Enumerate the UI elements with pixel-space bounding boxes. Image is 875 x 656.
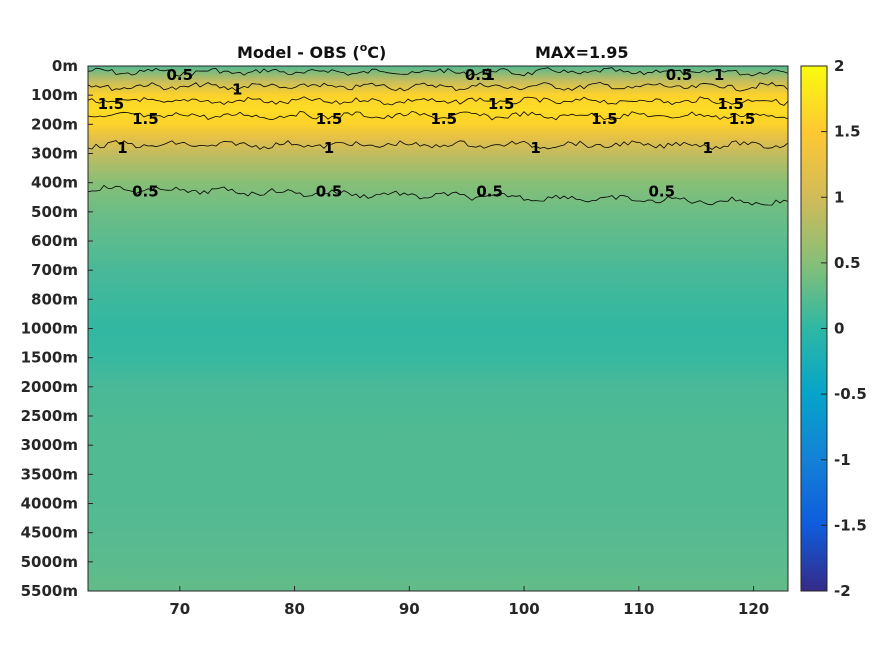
y-tick-label: 700m [31, 261, 78, 279]
y-tick-label: 300m [31, 145, 78, 163]
contour-label: 1.5 [430, 110, 457, 128]
contour-label: 1 [530, 139, 540, 157]
contour-label: 0.5 [316, 183, 343, 201]
colorbar: 2 1.5 1 0.5 0 -0.5 -1 -1.5 -2 [800, 57, 867, 600]
title-text: Model - OBS (oC) [237, 41, 386, 62]
contour-line [88, 96, 788, 106]
y-tick-label: 2000m [21, 378, 78, 396]
colorbar-tick-label: -0.5 [834, 385, 867, 403]
contour-line [88, 184, 788, 206]
contour-label: 1.5 [132, 110, 159, 128]
contour-label: 0.5 [666, 66, 693, 84]
colorbar-tick-label: -2 [834, 582, 851, 600]
colorbar-tick-label: 2 [834, 57, 844, 75]
heatmap-field [88, 66, 788, 591]
x-tick-label: 110 [623, 600, 654, 618]
y-tick-label: 100m [31, 86, 78, 104]
contour-label: 0.5 [648, 183, 675, 201]
contour-label: 1.5 [488, 95, 515, 113]
contour-line [88, 110, 788, 121]
colorbar-tick-label: 1.5 [834, 123, 861, 141]
contour-line [88, 67, 788, 77]
contour-label: 1.5 [316, 110, 343, 128]
y-tick-label: 800m [31, 290, 78, 308]
x-axis: 70 80 90 100 110 120 [169, 586, 769, 618]
contour-line [88, 81, 788, 92]
contour-label: 1.5 [591, 110, 618, 128]
y-tick-label: 5000m [21, 553, 78, 571]
contour-label: 0.5 [167, 66, 194, 84]
colorbar-ticks: 2 1.5 1 0.5 0 -0.5 -1 -1.5 -2 [821, 57, 867, 600]
x-tick-label: 120 [738, 600, 769, 618]
title-max: MAX=1.95 [535, 43, 629, 62]
x-tick-label: 90 [399, 600, 420, 618]
x-tick-label: 70 [169, 600, 190, 618]
contour-label: 1 [484, 66, 494, 84]
contour-label: 0.5 [132, 183, 159, 201]
colorbar-tick-label: 1 [834, 188, 844, 206]
y-tick-label: 1000m [21, 320, 78, 338]
colorbar-tick-label: 0.5 [834, 254, 861, 272]
x-tick-label: 100 [508, 600, 539, 618]
contour-labels: 0.511.51.5 1.5 1.50.511.51.50.5 11.51.51 1 1 1… [98, 66, 756, 201]
y-tick-label: 3000m [21, 436, 78, 454]
colorbar-tick-label: -1 [834, 451, 851, 469]
contour-label: 1 [714, 66, 724, 84]
contour-lines [88, 67, 788, 206]
y-tick-label: 3500m [21, 465, 78, 483]
chart-title: Model - OBS (oC) MAX=1.95 [237, 41, 629, 62]
y-tick-label: 400m [31, 174, 78, 192]
contour-label: 1 [324, 139, 334, 157]
contour-label: 1 [702, 139, 712, 157]
plot-area: 0.511.51.5 1.5 1.50.511.51.50.5 11.51.51 1 1 1… [87, 65, 789, 592]
contour-label: 1 [117, 139, 127, 157]
x-tick-label: 80 [284, 600, 305, 618]
contour-line [88, 140, 788, 150]
y-axis: 0m 100m 200m 300m 400m 500m 600m 700m 800m 1000m 1… [21, 57, 93, 600]
y-tick-label: 5500m [21, 582, 78, 600]
contour-label: 0.5 [465, 66, 492, 84]
y-tick-label: 0m [52, 57, 78, 75]
contour-label: 1.5 [98, 95, 125, 113]
y-tick-label: 4500m [21, 524, 78, 542]
contour-label: 1.5 [717, 95, 744, 113]
y-tick-label: 500m [31, 203, 78, 221]
y-tick-label: 1500m [21, 349, 78, 367]
y-tick-label: 200m [31, 115, 78, 133]
contour-label: 0.5 [476, 183, 503, 201]
contour-label: 1 [232, 81, 242, 99]
contour-label: 1.5 [729, 110, 756, 128]
colorbar-tick-label: -1.5 [834, 516, 867, 534]
colorbar-tick-label: 0 [834, 320, 844, 338]
y-tick-label: 600m [31, 232, 78, 250]
y-tick-label: 4000m [21, 495, 78, 513]
y-tick-label: 2500m [21, 407, 78, 425]
